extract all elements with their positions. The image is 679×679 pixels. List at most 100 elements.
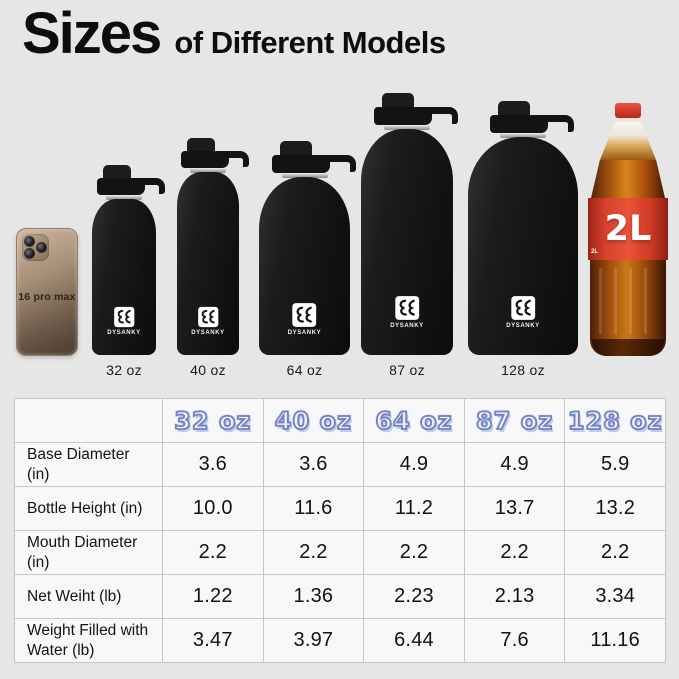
brand-name: DYSANKY (107, 330, 141, 336)
cola-neck-ring (612, 118, 644, 122)
cola-2l-small-text: 2L (591, 249, 599, 255)
table-cell: 3.47 (162, 618, 264, 663)
cap-handle (220, 151, 249, 167)
cap-spout (279, 141, 312, 159)
brand-name: DYSANKY (506, 323, 540, 329)
table-cell: 11.16 (564, 618, 666, 663)
title-main: Sizes (22, 1, 162, 66)
bottle-cap (259, 141, 356, 173)
column-header-40oz: 40 oz (262, 398, 365, 443)
dysanky-logo: DYSANKY (191, 306, 225, 336)
bottle-87oz: DYSANKY (361, 93, 458, 355)
cola-neck (600, 122, 656, 160)
bottle-neck-ring (106, 195, 142, 200)
bottle-cap (177, 138, 249, 168)
table-row: Mouth Diameter (in) 2.2 2.2 2.2 2.2 2.2 (14, 530, 666, 575)
bottle-size-label-32oz: 32 oz (106, 362, 142, 378)
cola-base (592, 339, 664, 356)
table-corner-cell (14, 398, 163, 443)
bottle-128oz: DYSANKY (468, 101, 578, 355)
phone-camera-module (22, 234, 49, 261)
table-cell: 13.2 (564, 486, 666, 531)
table-cell: 5.9 (564, 442, 666, 487)
table-cell: 10.0 (162, 486, 264, 531)
dysanky-logo-icon (292, 303, 317, 327)
camera-lens (24, 236, 35, 247)
brand-name: DYSANKY (191, 330, 225, 336)
cola-2l-text: 2L (604, 209, 652, 249)
table-cell: 2.2 (463, 530, 566, 575)
cap-handle (136, 178, 165, 194)
table-cell: 2.2 (262, 530, 365, 575)
table-row: Base Diameter (in) 3.6 3.6 4.9 4.9 5.9 (14, 442, 666, 487)
column-header-64oz: 64 oz (363, 398, 465, 443)
bottle-neck-ring (500, 133, 546, 138)
cap-handle (423, 107, 458, 124)
column-header-128oz: 128 oz (564, 398, 666, 443)
dysanky-logo-icon (511, 296, 535, 320)
table-row: Bottle Height (in) 10.0 11.6 11.2 13.7 1… (14, 486, 666, 531)
table-cell: 3.6 (262, 442, 365, 487)
table-cell: 2.13 (463, 574, 566, 619)
table-cell: 4.9 (463, 442, 566, 487)
column-header-87oz: 87 oz (463, 398, 566, 443)
table-row: Weight Filled with Water (lb) 3.47 3.97 … (14, 618, 666, 663)
dysanky-logo: DYSANKY (107, 306, 141, 336)
cap-spout (103, 165, 131, 182)
bottle-64oz: DYSANKY (259, 141, 356, 355)
bottle-size-label-64oz: 64 oz (286, 362, 323, 378)
bottle-cap (361, 93, 458, 125)
dysanky-logo-icon (113, 306, 135, 328)
row-label-base-diameter: Base Diameter (in) (14, 442, 163, 487)
cap-base (490, 115, 548, 133)
table-cell: 3.34 (564, 574, 666, 619)
size-spec-table: 32 oz 40 oz 64 oz 87 oz 128 oz Base Diam… (14, 398, 666, 663)
bottle-body: DYSANKY (259, 177, 350, 355)
camera-lens (24, 248, 35, 259)
bottle-body: DYSANKY (361, 129, 453, 355)
cap-spout (382, 93, 414, 111)
table-cell: 3.6 (162, 442, 264, 487)
dysanky-logo: DYSANKY (506, 295, 540, 329)
bottle-body: DYSANKY (177, 172, 239, 355)
cap-handle (320, 155, 356, 172)
bottle-neck-ring (190, 168, 226, 173)
row-label-weight-filled: Weight Filled with Water (lb) (14, 618, 163, 663)
table-cell: 11.2 (363, 486, 465, 531)
brand-name: DYSANKY (390, 323, 424, 329)
table-cell: 1.22 (162, 574, 264, 619)
bottle-neck-ring (384, 125, 430, 130)
bottle-cap (92, 165, 165, 195)
table-row: Net Weiht (lb) 1.22 1.36 2.23 2.13 3.34 (14, 574, 666, 619)
dysanky-logo: DYSANKY (390, 295, 424, 329)
brand-name: DYSANKY (287, 330, 322, 336)
bottle-body: DYSANKY (92, 199, 156, 355)
title-subtitle: of Different Models (174, 25, 446, 60)
table-header-row: 32 oz 40 oz 64 oz 87 oz 128 oz (14, 398, 666, 443)
bottle-size-label-87oz: 87 oz (389, 362, 425, 378)
table-cell: 2.2 (363, 530, 465, 575)
table-cell: 11.6 (262, 486, 365, 531)
table-cell: 1.36 (262, 574, 365, 619)
page-title: Sizes of Different Models (22, 1, 446, 66)
row-label-net-weight: Net Weiht (lb) (14, 574, 163, 619)
dysanky-logo: DYSANKY (288, 302, 322, 336)
iphone-size-reference: 16 pro max (16, 228, 78, 356)
table-cell: 2.2 (162, 530, 264, 575)
table-cell: 6.44 (363, 618, 465, 663)
cap-base (374, 107, 432, 125)
table-cell: 7.6 (463, 618, 566, 663)
cap-base (271, 155, 330, 173)
table-cell: 2.2 (564, 530, 666, 575)
cap-spout (187, 138, 215, 155)
bottle-size-label-128oz: 128 oz (501, 362, 545, 378)
row-label-bottle-height: Bottle Height (in) (14, 486, 163, 531)
cap-base (97, 178, 145, 195)
cola-label: 2L 2L (588, 198, 668, 260)
cap-spout (498, 101, 530, 119)
dysanky-logo-icon (395, 296, 419, 320)
cola-cap (615, 103, 641, 118)
bottle-32oz: DYSANKY (92, 165, 165, 355)
table-cell: 2.23 (363, 574, 465, 619)
